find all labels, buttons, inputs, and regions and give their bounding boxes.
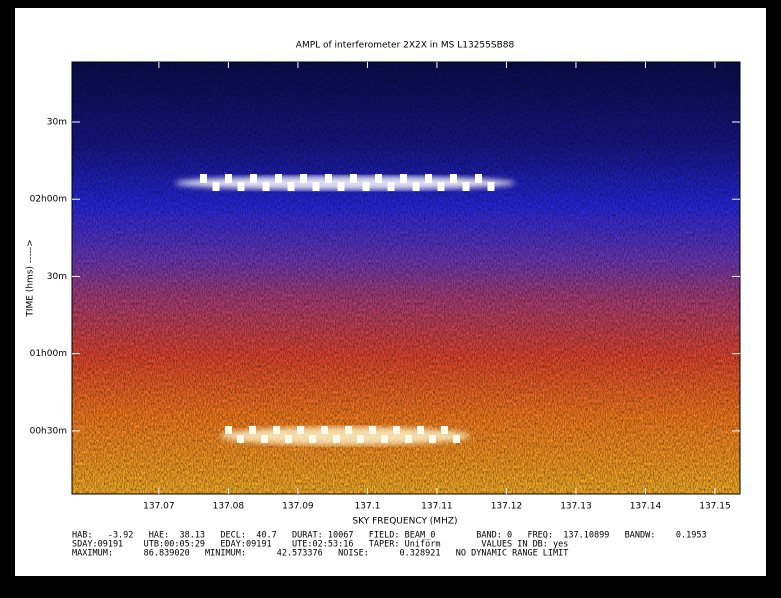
burst-cell	[438, 182, 445, 191]
burst-cell	[475, 174, 482, 183]
y-tick-label: 30m	[47, 117, 67, 127]
burst-cell	[393, 426, 400, 434]
burst-cell	[425, 174, 432, 183]
footer-line: MAXIMUM: 86.839020 MINIMUM: 42.573376 NO…	[72, 549, 568, 559]
burst-cell	[405, 435, 412, 443]
burst-cell	[413, 182, 420, 191]
x-tick-label: 137.1	[355, 502, 381, 512]
burst-cell	[275, 174, 282, 183]
x-tick-label: 137.14	[630, 502, 662, 512]
y-axis-label: TIME (hms) ----->	[26, 239, 36, 317]
burst-cell	[381, 435, 388, 443]
burst-cell	[417, 426, 424, 434]
burst-cell	[375, 174, 382, 183]
burst-cell	[237, 435, 244, 443]
y-tick-label: 30m	[47, 272, 67, 282]
plot-area	[72, 62, 740, 494]
burst-cell	[225, 174, 232, 183]
burst-cell	[338, 182, 345, 191]
burst-cell	[313, 182, 320, 191]
burst-cell	[450, 174, 457, 183]
burst-cell	[453, 435, 460, 443]
burst-cell	[250, 174, 257, 183]
burst-cell	[463, 182, 470, 191]
y-tick-label: 02h00m	[30, 195, 67, 205]
burst-cell	[369, 426, 376, 434]
burst-cell	[357, 435, 364, 443]
burst-cell	[300, 174, 307, 183]
burst-cell	[400, 174, 407, 183]
chart: AMPL of interferometer 2X2X in MS L13255…	[0, 0, 781, 594]
burst-cell	[249, 426, 256, 434]
x-tick-label: 137.08	[213, 502, 245, 512]
y-tick-label: 01h00m	[30, 349, 67, 359]
burst-cell	[441, 426, 448, 434]
burst-cell	[333, 435, 340, 443]
burst-cell	[225, 426, 232, 434]
burst-cell	[488, 182, 495, 191]
burst-cell	[429, 435, 436, 443]
x-tick-label: 137.12	[491, 502, 523, 512]
burst-cell	[273, 426, 280, 434]
burst-cell	[288, 182, 295, 191]
burst-cell	[285, 435, 292, 443]
burst-cell	[345, 426, 352, 434]
x-tick-label: 137.13	[560, 502, 592, 512]
chart-title: AMPL of interferometer 2X2X in MS L13255…	[296, 41, 515, 51]
x-axis-label: SKY FREQUENCY (MHZ)	[352, 517, 457, 527]
burst-cell	[363, 182, 370, 191]
x-tick-label: 137.07	[143, 502, 175, 512]
burst-cell	[350, 174, 357, 183]
burst-cell	[325, 174, 332, 183]
burst-cell	[309, 435, 316, 443]
x-tick-label: 137.15	[699, 502, 731, 512]
y-tick-label: 00h30m	[30, 426, 67, 436]
x-tick-label: 137.09	[282, 502, 314, 512]
burst-cell	[238, 182, 245, 191]
burst-cell	[297, 426, 304, 434]
x-tick-label: 137.11	[421, 502, 453, 512]
burst-cell	[261, 435, 268, 443]
burst-cell	[388, 182, 395, 191]
burst-cell	[263, 182, 270, 191]
burst-cell	[200, 174, 207, 183]
burst-cell	[321, 426, 328, 434]
burst-cell	[213, 182, 220, 191]
